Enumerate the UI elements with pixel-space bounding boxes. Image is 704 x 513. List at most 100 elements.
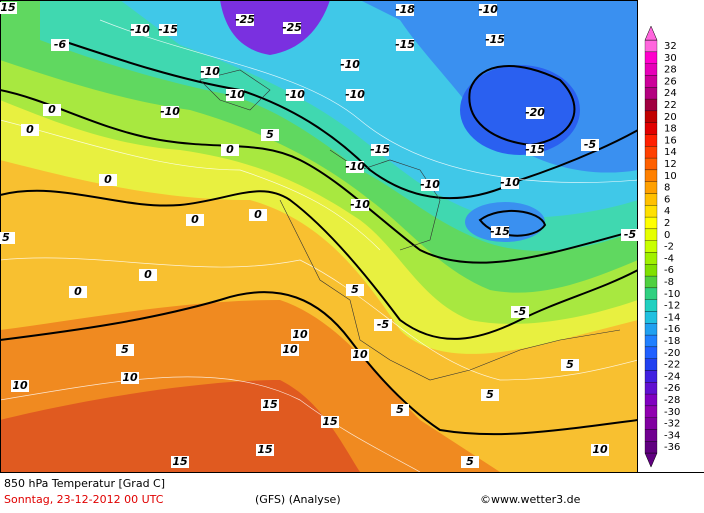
colorbar-swatch [644,287,658,300]
contour-label-box [139,269,157,281]
colorbar-swatch [644,275,658,289]
contour-label: 15 [257,443,273,456]
contour-label-box [621,229,639,241]
contour-label-box [561,359,579,371]
contour-label-box [374,319,392,331]
contour-label-box [371,144,389,156]
contour-label: 5 [396,403,404,416]
contour-label: -25 [235,13,255,26]
contour-label-box [351,199,369,211]
contour-label-box [69,286,87,298]
contour-label: -20 [525,106,545,119]
contour-label: 15 [322,415,338,428]
contour-label: -10 [345,160,365,173]
contour-label-box [201,66,219,78]
contour-label: -15 [490,225,510,238]
contour-label-box [526,107,544,119]
contour-label-box [321,416,339,428]
contour-label-box [281,344,299,356]
contour-label-box [479,4,497,16]
contour-label: -5 [624,228,637,241]
colorbar-cap-top [644,25,658,41]
colorbar-label: -36 [664,442,680,453]
contour-label: -10 [285,88,305,101]
contour-label-box [481,389,499,401]
colorbar-swatch [644,63,658,76]
contour-label: -10 [225,88,245,101]
colorbar-label: 2 [664,218,670,229]
colorbar-swatch [644,98,658,112]
contour-label-box [186,214,204,226]
contour-label-box [236,14,254,26]
contour-label: 5 [486,388,494,401]
contour-label-box [161,106,179,118]
contour-label-box [221,144,239,156]
colorbar-swatch [644,311,658,324]
contour-label: 0 [74,285,82,298]
colorbar-label: 32 [664,41,677,52]
colorbar-swatch [644,39,658,53]
contour-label-box [346,89,364,101]
contour-label: -10 [500,176,520,189]
colorbar-label: 0 [664,230,670,241]
colorbar-swatch [644,122,658,135]
contour-label: -18 [395,3,415,16]
colorbar-swatch [644,75,658,88]
colorbar-swatch [644,169,658,182]
contour-label: -5 [584,138,597,151]
colorbar-swatch [644,299,658,312]
footer-model: (GFS) (Analyse) [255,493,341,506]
contour-label: 5 [351,283,359,296]
contour-labels: 15 -6 -10 -15 -25 -25 -18 -10 -15 -15 -10 -10 -10 -10… [0,1,639,468]
contour-label-box [486,34,504,46]
contour-label-box [21,124,39,136]
colorbar-label: 10 [664,171,677,182]
colorbar-label: -20 [664,348,680,359]
contour-label: -10 [130,23,150,36]
contour-label: -15 [485,33,505,46]
contour-label-box [491,226,509,238]
contour-label: -10 [160,105,180,118]
contour-label-box [171,456,189,468]
contour-label: -5 [377,318,390,331]
colorbar-swatch [644,228,658,241]
colorbar-label: -22 [664,360,680,371]
contour-label: 0 [26,123,34,136]
contour-label: 5 [266,128,274,141]
contour-label-box [116,344,134,356]
contour-label: -5 [514,305,527,318]
contour-label-box [11,380,29,392]
colorbar-label: -30 [664,407,680,418]
contour-label: -25 [282,21,302,34]
colorbar-swatch [644,264,658,277]
contour-label: -15 [370,143,390,156]
contour-label-box [351,349,369,361]
colorbar-label: -26 [664,383,680,394]
colorbar-label: -6 [664,265,674,276]
contour-label-box [346,161,364,173]
colorbar-swatch [644,358,658,371]
colorbar: 32302826242220181614121086420-2-4-6-8-10… [644,25,680,468]
colorbar-swatch [644,51,658,64]
contour-label: 5 [566,358,574,371]
colorbar-swatch [644,110,658,123]
contour-label: -15 [395,38,415,51]
contour-label-box [159,24,177,36]
contour-label: 0 [144,268,152,281]
colorbar-swatch [644,134,658,147]
contour-label: 0 [104,173,112,186]
colorbar-swatch [644,252,658,265]
colorbar-label: -10 [664,289,680,300]
contour-label: 0 [254,208,262,221]
colorbar-swatch [644,441,658,454]
footer-source: ©www.wetter3.de [480,493,581,506]
colorbar-swatch [644,334,658,348]
colorbar-label: 24 [664,88,677,99]
contour-label: 5 [2,231,10,244]
map-field [0,0,638,472]
contour-label-box [581,139,599,151]
colorbar-label: -4 [664,253,674,264]
contour-label: 15 [0,1,16,14]
contour-label-box [121,372,139,384]
contour-label: 10 [352,348,368,361]
